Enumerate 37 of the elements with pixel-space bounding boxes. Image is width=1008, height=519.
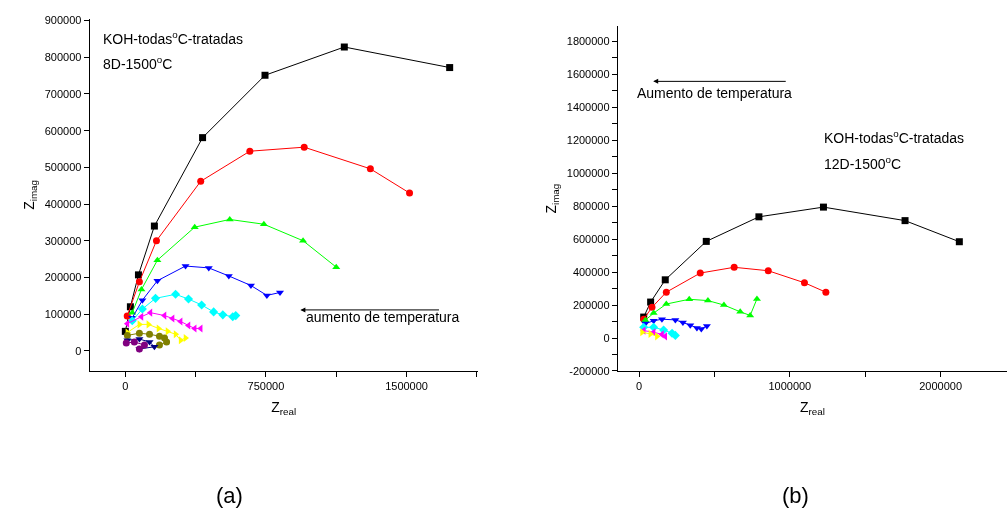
x-tick-label: 1000000: [768, 380, 812, 393]
y-tick-label: 800000: [572, 199, 610, 212]
annotation: KOH-todas$^{o}$C-tratadas: [824, 128, 965, 146]
annotation: Aumento de temperatura: [637, 85, 793, 101]
x-tick-label: 1500000: [385, 380, 428, 393]
text: (b): [782, 483, 809, 508]
y-tick-label: 1600000: [566, 68, 610, 81]
y-tick-label: 400000: [572, 265, 610, 278]
annotation: 8D-1500$^{o}$C: [103, 54, 173, 72]
x-tick-label: 0: [635, 380, 643, 393]
y-tick-label: 300000: [44, 234, 82, 247]
y-tick-label: 600000: [44, 124, 82, 137]
y-tick-label: 900000: [44, 14, 82, 27]
annotation: aumento de temperatura: [306, 309, 460, 325]
annotation: KOH-todas$^{o}$C-tratadas: [103, 29, 244, 47]
x-axis-title: Z$_{real}$: [271, 398, 297, 417]
y-tick-label: 1000000: [566, 166, 610, 179]
x-axis-title: Z$_{real}$: [799, 398, 825, 417]
annotation: 12D-1500$^{o}$C: [824, 154, 902, 172]
x-tick-label: 2000000: [919, 380, 963, 393]
y-tick-label: 1200000: [566, 134, 610, 147]
x-tick-label: 750000: [247, 380, 285, 393]
text: (a): [216, 483, 243, 508]
y-tick-label: 1800000: [566, 35, 610, 48]
y-tick-label: 700000: [44, 87, 82, 100]
y-tick-label: 1400000: [566, 101, 610, 114]
y-tick-label: 0: [75, 344, 82, 357]
y-tick-label: 800000: [44, 51, 82, 64]
x-tick-label: 0: [122, 380, 129, 393]
y-tick-label: -200000: [569, 364, 610, 377]
y-tick-label: 0: [603, 331, 610, 344]
y-tick-label: 400000: [44, 197, 82, 210]
y-tick-label: 200000: [572, 298, 610, 311]
y-tick-label: 100000: [44, 307, 82, 320]
y-tick-label: 200000: [44, 271, 82, 284]
y-tick-label: 600000: [572, 232, 610, 245]
y-tick-label: 500000: [44, 161, 82, 174]
